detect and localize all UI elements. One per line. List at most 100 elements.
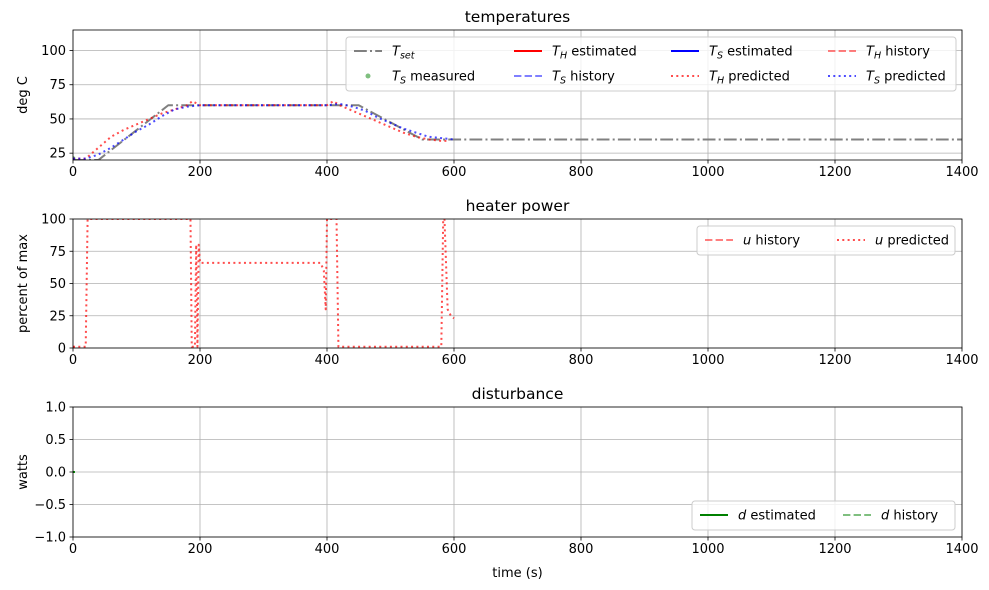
y-axis-label: watts bbox=[16, 454, 31, 490]
legend-label-symbol: T bbox=[709, 70, 718, 85]
legend: Tset TH estimated TS estimated TH historyTS… bbox=[345, 36, 957, 92]
y-tick-label: 50 bbox=[49, 277, 66, 292]
legend-marker bbox=[365, 73, 371, 79]
legend-label-symbol: T bbox=[552, 70, 561, 85]
chart-panel-3: 0 200 400 600 800 1000 1200 1400 −1.0 −0.5 0.0 0.5 1… bbox=[16, 385, 979, 557]
x-tick-label: 1400 bbox=[945, 165, 978, 180]
legend-label-text: predicted bbox=[880, 70, 946, 85]
x-tick-label: 400 bbox=[315, 353, 340, 368]
y-tick-label: −0.5 bbox=[34, 498, 66, 513]
legend-item: TH history bbox=[828, 45, 930, 62]
legend-label-symbol: T bbox=[866, 70, 875, 85]
y-tick-label: 100 bbox=[41, 44, 66, 59]
x-tick-label: 1000 bbox=[691, 353, 724, 368]
legend-label-subscript: S bbox=[400, 76, 406, 87]
legend: d estimated d history bbox=[691, 500, 956, 531]
y-tick-label: 75 bbox=[49, 78, 66, 93]
x-tick-label: 200 bbox=[188, 165, 213, 180]
legend-label-symbol: T bbox=[866, 45, 875, 60]
legend-item: TH predicted bbox=[671, 70, 790, 87]
legend-label: TH predicted bbox=[709, 70, 790, 87]
legend-label-subscript: H bbox=[560, 51, 567, 62]
y-axis-label: percent of max bbox=[16, 234, 31, 333]
x-tick-label: 1200 bbox=[818, 542, 851, 557]
x-tick-label: 1400 bbox=[945, 353, 978, 368]
legend-label-subscript: S bbox=[874, 76, 880, 87]
x-tick-label: 0 bbox=[69, 353, 77, 368]
legend-item: TS estimated bbox=[671, 45, 793, 62]
legend-label: d history bbox=[881, 509, 938, 524]
legend-label-symbol: d bbox=[881, 509, 890, 524]
legend-item: TH estimated bbox=[514, 45, 637, 62]
series-line-u-predicted bbox=[73, 219, 455, 348]
legend-label: d estimated bbox=[738, 509, 816, 524]
chart-title: temperatures bbox=[465, 8, 571, 26]
legend-label-symbol: T bbox=[392, 45, 401, 60]
legend-label: TS predicted bbox=[866, 70, 946, 87]
legend-label-symbol: T bbox=[552, 45, 561, 60]
legend-item: u history bbox=[705, 234, 800, 249]
legend-item: d history bbox=[843, 509, 938, 524]
y-tick-label: 0.5 bbox=[45, 433, 66, 448]
legend-label-subscript: S bbox=[717, 51, 723, 62]
chart-panel-2: 0 200 400 600 800 1000 1200 1400 0 25 50 75 100 heate… bbox=[16, 197, 979, 368]
y-tick-label: 50 bbox=[49, 112, 66, 127]
legend-item: u predicted bbox=[837, 234, 949, 249]
x-tick-label: 200 bbox=[188, 353, 213, 368]
legend-box bbox=[345, 36, 957, 92]
x-tick-label: 400 bbox=[315, 542, 340, 557]
legend-label-text: estimated bbox=[567, 45, 637, 60]
legend-item: TS measured bbox=[365, 70, 475, 87]
series-group bbox=[73, 100, 962, 160]
legend-label-subscript: H bbox=[874, 51, 881, 62]
series-line-t_set bbox=[73, 104, 962, 160]
legend-label-symbol: T bbox=[392, 70, 401, 85]
legend-label: TS history bbox=[552, 70, 615, 87]
x-tick-label: 1200 bbox=[818, 165, 851, 180]
x-tick-label: 600 bbox=[442, 542, 467, 557]
legend-label-symbol: T bbox=[709, 45, 718, 60]
x-tick-label: 400 bbox=[315, 165, 340, 180]
x-tick-label: 600 bbox=[442, 165, 467, 180]
legend-label-text: history bbox=[881, 45, 930, 60]
legend-label: TH estimated bbox=[552, 45, 637, 62]
chart-title: heater power bbox=[466, 197, 570, 215]
legend-label: u history bbox=[743, 234, 800, 249]
legend-label-symbol: u bbox=[743, 234, 751, 249]
legend-item: d estimated bbox=[700, 509, 816, 524]
y-tick-label: −1.0 bbox=[34, 531, 66, 546]
x-tick-label: 0 bbox=[69, 542, 77, 557]
series-group bbox=[73, 219, 455, 348]
legend-item: Tset bbox=[354, 45, 416, 62]
x-tick-label: 1200 bbox=[818, 353, 851, 368]
legend-box bbox=[691, 500, 956, 531]
y-tick-label: 100 bbox=[41, 213, 66, 228]
y-tick-label: 0.0 bbox=[45, 466, 66, 481]
y-tick-label: 0 bbox=[58, 342, 66, 357]
x-axis-label: time (s) bbox=[492, 566, 542, 581]
x-tick-label: 600 bbox=[442, 353, 467, 368]
legend-label-symbol: d bbox=[738, 509, 747, 524]
x-tick-label: 1000 bbox=[691, 165, 724, 180]
series-line-t_h-predicted bbox=[73, 100, 448, 160]
x-tick-label: 800 bbox=[569, 165, 594, 180]
legend-label: TS estimated bbox=[709, 45, 793, 62]
chart-panel-1: 0 200 400 600 800 1000 1200 1400 25 50 75 100 temper… bbox=[16, 8, 979, 180]
legend-label-text: predicted bbox=[883, 234, 949, 249]
x-tick-label: 0 bbox=[69, 165, 77, 180]
x-tick-label: 1400 bbox=[945, 542, 978, 557]
y-tick-label: 75 bbox=[49, 245, 66, 260]
x-tick-label: 200 bbox=[188, 542, 213, 557]
legend-label: u predicted bbox=[875, 234, 949, 249]
legend: u history u predicted bbox=[696, 225, 956, 256]
legend-label-text: estimated bbox=[746, 509, 816, 524]
legend-label-text: measured bbox=[406, 70, 475, 85]
y-axis-label: deg C bbox=[16, 76, 31, 114]
y-tick-label: 1.0 bbox=[45, 401, 66, 416]
legend-label: TS measured bbox=[392, 70, 475, 87]
legend-item: TS predicted bbox=[828, 70, 946, 87]
x-tick-label: 1000 bbox=[691, 542, 724, 557]
legend-label: Tset bbox=[392, 45, 416, 62]
legend-box bbox=[696, 225, 956, 256]
